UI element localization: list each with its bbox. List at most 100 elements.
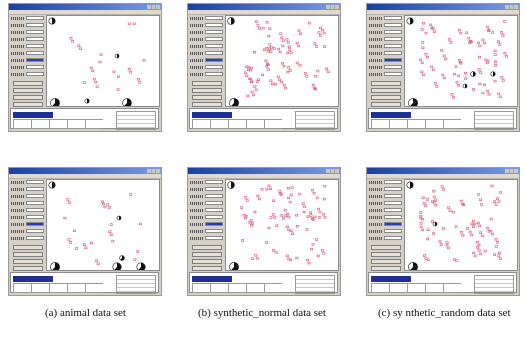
- parameter-field: [26, 30, 44, 34]
- data-point-mark: [320, 249, 324, 252]
- parameter-label: [369, 237, 382, 240]
- data-point-mark: [447, 206, 450, 209]
- summary-table: [13, 283, 103, 293]
- data-point-mark: [478, 224, 482, 228]
- data-point-mark: [288, 200, 292, 204]
- parameter-field: [205, 16, 223, 20]
- panel-button: [13, 102, 43, 107]
- data-point-mark: [472, 225, 475, 228]
- data-point-mark: [249, 219, 253, 222]
- window-controls: [147, 169, 160, 173]
- data-point-mark: [241, 239, 244, 242]
- data-point-mark: [431, 220, 434, 223]
- data-point-mark: [266, 63, 270, 66]
- parameter-field: [205, 44, 223, 48]
- data-point-mark: [426, 56, 429, 59]
- parameter-row: [190, 72, 224, 76]
- parameter-row: [190, 187, 224, 191]
- cluster-pie-glyph: [227, 181, 235, 189]
- parameter-field: [205, 187, 223, 191]
- selected-cluster-bar: [13, 276, 53, 282]
- data-point-mark: [424, 31, 428, 35]
- parameter-label: [369, 230, 382, 233]
- data-point-mark: [483, 83, 486, 86]
- data-point-mark: [484, 58, 488, 62]
- data-point-mark: [325, 67, 329, 70]
- parameter-field: [26, 37, 44, 41]
- data-point-mark: [269, 216, 273, 219]
- data-point-mark: [295, 41, 299, 45]
- panel-button: [371, 252, 401, 257]
- parameter-row: [190, 58, 224, 62]
- data-point-mark: [129, 71, 133, 74]
- data-point-mark: [493, 200, 496, 203]
- parameter-field: [384, 187, 402, 191]
- data-point-mark: [307, 21, 311, 25]
- data-point-mark: [441, 73, 445, 77]
- parameter-field: [205, 229, 223, 233]
- panel-button: [192, 252, 222, 257]
- data-point-mark: [289, 51, 293, 54]
- data-point-mark: [498, 43, 502, 46]
- parameter-field: [205, 37, 223, 41]
- data-point-mark: [288, 69, 292, 72]
- parameter-field: [26, 201, 44, 205]
- data-point-mark: [256, 194, 260, 198]
- data-point-mark: [279, 32, 283, 35]
- parameter-field: [384, 222, 402, 226]
- data-point-mark: [432, 195, 436, 199]
- data-point-mark: [268, 43, 272, 46]
- data-point-mark: [451, 210, 455, 214]
- data-point-mark: [63, 216, 67, 220]
- data-point-mark: [421, 196, 425, 200]
- window-controls: [326, 5, 339, 9]
- data-point-mark: [95, 85, 99, 88]
- data-point-mark: [322, 213, 325, 216]
- parameter-label: [190, 66, 203, 69]
- data-point-mark: [490, 184, 494, 188]
- data-point-mark: [269, 50, 273, 53]
- parameter-label: [11, 188, 24, 191]
- data-point-mark: [494, 64, 497, 67]
- data-point-mark: [295, 61, 299, 65]
- parameter-field: [205, 201, 223, 205]
- parameter-field: [26, 16, 44, 20]
- parameter-row: [11, 23, 45, 27]
- parameter-field: [26, 215, 44, 219]
- data-point-mark: [92, 77, 96, 81]
- data-point-mark: [440, 185, 444, 188]
- parameter-row: [369, 23, 403, 27]
- data-point-mark: [455, 259, 459, 262]
- data-point-mark: [82, 81, 86, 84]
- cluster-pie-glyph: [112, 262, 122, 270]
- data-point-mark: [254, 88, 258, 91]
- data-point-mark: [267, 226, 271, 230]
- parameter-label: [190, 73, 203, 76]
- data-point-mark: [265, 21, 269, 24]
- parameter-label: [369, 202, 382, 205]
- data-point-mark: [419, 225, 423, 229]
- summary-table: [192, 283, 282, 293]
- data-point-mark: [94, 80, 98, 84]
- parameter-label: [190, 38, 203, 41]
- parameter-label: [369, 59, 382, 62]
- parameter-field: [26, 51, 44, 55]
- window-title-bar: [188, 168, 340, 174]
- window-title-bar: [367, 4, 519, 10]
- parameter-label: [11, 31, 24, 34]
- parameter-label: [11, 209, 24, 212]
- data-point-mark: [280, 36, 284, 39]
- data-point-mark: [444, 57, 448, 61]
- selected-cluster-bar: [192, 276, 232, 282]
- data-point-mark: [419, 214, 423, 218]
- data-point-mark: [420, 217, 424, 221]
- cluster-pie-glyph: [48, 181, 56, 189]
- data-point-mark: [497, 251, 501, 255]
- cluster-plot: [406, 181, 502, 270]
- parameter-row: [190, 236, 224, 240]
- data-point-mark: [485, 25, 489, 29]
- parameter-row: [11, 30, 45, 34]
- parameter-row: [190, 201, 224, 205]
- parameter-row: [190, 194, 224, 198]
- parameter-row: [190, 23, 224, 27]
